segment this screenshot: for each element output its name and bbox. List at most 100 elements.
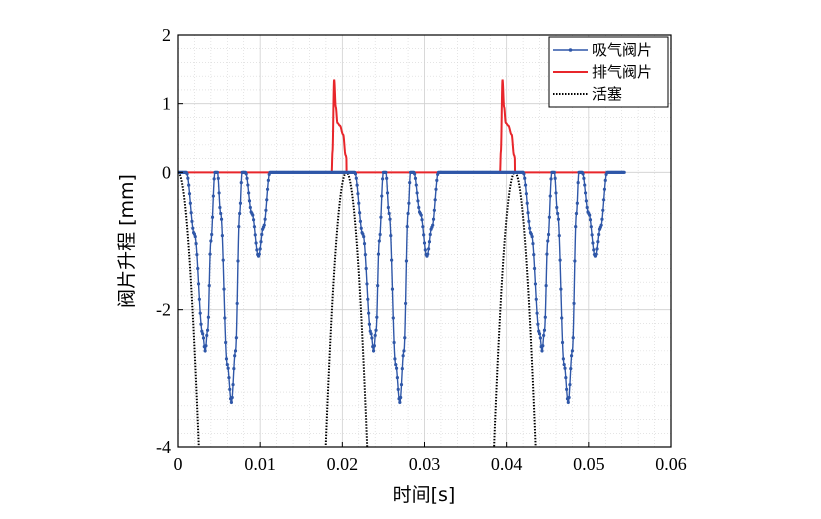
intake-marker [582,176,586,180]
intake-marker [549,177,553,181]
intake-marker [406,211,410,216]
intake-marker [385,176,389,180]
intake-marker [408,181,412,185]
intake-marker [405,225,409,229]
intake-marker [385,191,390,195]
intake-marker [573,259,577,263]
intake-marker [417,205,421,210]
intake-marker [590,233,594,237]
intake-marker [217,191,221,195]
intake-marker [420,218,424,222]
intake-marker [563,366,567,370]
intake-marker [260,232,264,237]
intake-marker [602,198,606,202]
y-tick-label: -4 [156,437,171,457]
intake-marker [209,239,213,243]
intake-marker [572,301,576,306]
intake-marker [188,201,192,205]
intake-marker [233,349,238,353]
intake-marker [435,178,439,182]
intake-marker [233,354,237,358]
intake-marker [199,322,203,326]
y-axis-label: 阀片升程 [mm] [116,174,138,308]
intake-marker [413,176,418,180]
intake-marker [227,376,231,380]
intake-marker [523,183,528,187]
intake-marker [562,363,566,367]
intake-marker [594,252,598,256]
intake-marker [362,234,366,239]
intake-marker [600,217,604,221]
intake-marker [375,315,379,319]
intake-marker [367,311,371,315]
intake-marker [215,170,220,174]
intake-marker [535,311,539,315]
intake-marker [386,205,390,210]
intake-marker [187,183,191,187]
x-axis-label: 时间[s] [393,484,456,506]
intake-marker [226,366,230,370]
intake-marker [584,199,588,203]
intake-marker [534,297,538,301]
intake-marker [189,211,193,215]
intake-marker [212,177,216,181]
intake-marker [230,395,234,400]
intake-marker [548,194,552,198]
intake-marker [235,301,239,306]
intake-marker [353,172,358,176]
intake-marker [403,336,407,340]
intake-marker [364,266,368,271]
intake-marker [524,192,528,196]
intake-marker [602,187,607,191]
intake-marker [208,252,212,256]
intake-marker [583,183,587,187]
intake-marker [370,336,374,340]
intake-marker [238,211,242,216]
intake-marker [416,199,420,203]
legend: 吸气阀片 排气阀片 活塞 [548,36,669,108]
intake-marker [554,191,558,195]
intake-marker [205,333,209,338]
intake-marker [575,201,579,205]
x-tick-label: 0.01 [244,454,276,474]
intake-marker [544,284,548,288]
intake-marker [552,170,556,174]
intake-marker [574,211,579,216]
intake-marker [203,349,207,353]
intake-marker [246,183,250,187]
intake-marker [589,225,593,229]
intake-marker [398,400,402,404]
ticks [177,34,672,448]
intake-marker [194,242,198,246]
intake-marker [567,395,571,400]
intake-marker [560,340,565,345]
intake-marker [356,192,360,196]
intake-marker [265,187,270,191]
intake-marker [192,232,197,236]
intake-marker [379,215,383,219]
intake-marker [384,170,388,174]
intake-marker [434,187,438,191]
intake-marker [568,382,572,387]
intake-marker [219,211,223,216]
intake-marker [601,208,605,212]
intake-marker [372,344,376,348]
intake-marker [547,215,551,219]
intake-marker [255,248,259,252]
intake-marker [427,240,432,244]
intake-marker [251,213,255,217]
intake-marker [538,336,542,340]
intake-marker [201,336,206,340]
intake-marker [266,178,270,182]
tick-labels: 0 0.01 0.02 0.03 0.04 0.05 0.06 2 1 0 -2 -4 [156,25,687,474]
intake-marker [359,226,363,230]
intake-marker [422,233,426,237]
intake-marker [198,311,202,315]
intake-marker [204,344,208,348]
intake-marker [531,242,535,246]
intake-marker [190,219,194,223]
intake-marker [431,217,436,221]
intake-marker [186,176,190,180]
intake-marker [262,223,266,227]
y-tick-label: 1 [162,94,171,114]
